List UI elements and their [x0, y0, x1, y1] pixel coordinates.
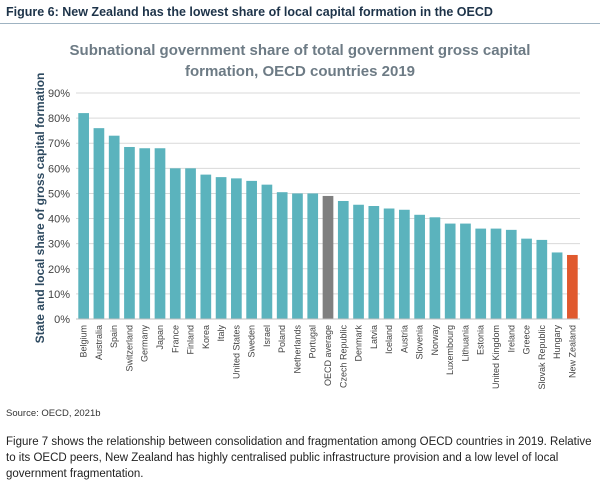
x-tick-label: United States — [231, 325, 241, 380]
bar — [108, 135, 120, 319]
y-tick-label: 50% — [48, 188, 70, 200]
bar — [536, 239, 548, 319]
y-tick-label: 70% — [48, 138, 70, 150]
x-tick-label: United Kingdom — [491, 325, 501, 389]
x-tick-label: Italy — [216, 325, 226, 342]
bar — [139, 148, 151, 319]
bar — [368, 206, 380, 319]
bar — [246, 180, 257, 319]
y-tick-label: 30% — [48, 239, 70, 251]
chart-title-line-1: Subnational government share of total go… — [69, 42, 531, 59]
bar — [551, 252, 563, 319]
title-rule — [0, 23, 600, 24]
x-tick-label: Estonia — [476, 325, 486, 355]
x-tick-label: Greece — [522, 325, 532, 355]
bar — [414, 214, 425, 319]
x-tick-label: Finland — [186, 325, 196, 355]
x-tick-label: Slovenia — [415, 325, 425, 360]
x-tick-label: Luxembourg — [445, 325, 455, 375]
bar — [231, 178, 242, 319]
bar — [505, 229, 517, 319]
bar — [93, 128, 105, 319]
x-tick-label: Ireland — [506, 325, 516, 353]
y-tick-label: 0% — [54, 314, 70, 326]
y-tick-label: 40% — [48, 214, 70, 226]
bar — [200, 174, 212, 319]
bar — [292, 193, 303, 319]
y-tick-label: 80% — [48, 113, 70, 125]
x-tick-label: New Zealand — [567, 325, 577, 378]
x-tick-label: Hungary — [552, 325, 562, 360]
y-tick-label: 60% — [48, 163, 70, 175]
bar — [490, 228, 502, 319]
bar — [353, 204, 364, 319]
bar — [276, 192, 288, 319]
x-tick-label: Poland — [277, 325, 287, 353]
y-tick-label: 10% — [48, 289, 70, 301]
bar — [475, 228, 487, 319]
bar — [185, 168, 196, 319]
bar — [307, 193, 319, 319]
bar — [399, 209, 410, 319]
x-tick-label: France — [170, 325, 180, 353]
source-note: Source: OECD, 2021b — [6, 408, 101, 419]
x-tick-label: Israel — [262, 325, 272, 347]
x-tick-label: Germany — [140, 325, 150, 363]
x-tick-label: Latvia — [369, 325, 379, 349]
chart-title: Subnational government share of total go… — [0, 40, 600, 82]
bar — [567, 254, 578, 319]
bar — [124, 146, 135, 319]
bar — [154, 148, 166, 319]
bar — [383, 208, 395, 319]
x-tick-label: Austria — [399, 325, 409, 353]
bar — [169, 168, 181, 319]
bar — [460, 223, 471, 319]
x-tick-label: Iceland — [384, 325, 394, 354]
bar — [429, 217, 441, 319]
bar — [444, 223, 456, 319]
x-tick-label: Slovak Republic — [537, 325, 547, 390]
x-tick-label: Norway — [430, 325, 440, 356]
x-tick-label: Korea — [201, 325, 211, 349]
x-tick-label: Australia — [94, 325, 104, 360]
x-tick-label: Japan — [155, 325, 165, 350]
y-tick-label: 20% — [48, 264, 70, 276]
x-tick-label: Lithuania — [460, 325, 470, 362]
bar-chart: 0% 10% 20% 30% 40% 50% 60% 70% 80% 90% Belgium Aust… — [48, 88, 580, 390]
bar — [337, 200, 349, 319]
bar — [78, 113, 89, 319]
x-tick-label: Denmark — [354, 325, 364, 362]
x-tick-label: OECD average — [323, 325, 333, 386]
x-tick-label: Netherlands — [292, 325, 302, 374]
x-tick-label: Spain — [109, 325, 119, 348]
bar — [521, 238, 532, 319]
x-tick-label: Czech Republic — [338, 325, 348, 389]
x-tick-label: Sweden — [247, 325, 257, 358]
x-tick-label: Portugal — [308, 325, 318, 359]
x-tick-label: Switzerland — [124, 325, 134, 372]
body-paragraph: Figure 7 shows the relationship between … — [6, 436, 592, 480]
bar — [261, 184, 273, 319]
y-tick-label: 90% — [48, 88, 70, 100]
bar — [322, 195, 334, 319]
x-tick-label: Belgium — [79, 325, 89, 358]
chart-title-line-2: formation, OECD countries 2019 — [184, 63, 416, 80]
figure-title: Figure 6: New Zealand has the lowest sha… — [6, 5, 493, 19]
bar — [215, 177, 227, 319]
